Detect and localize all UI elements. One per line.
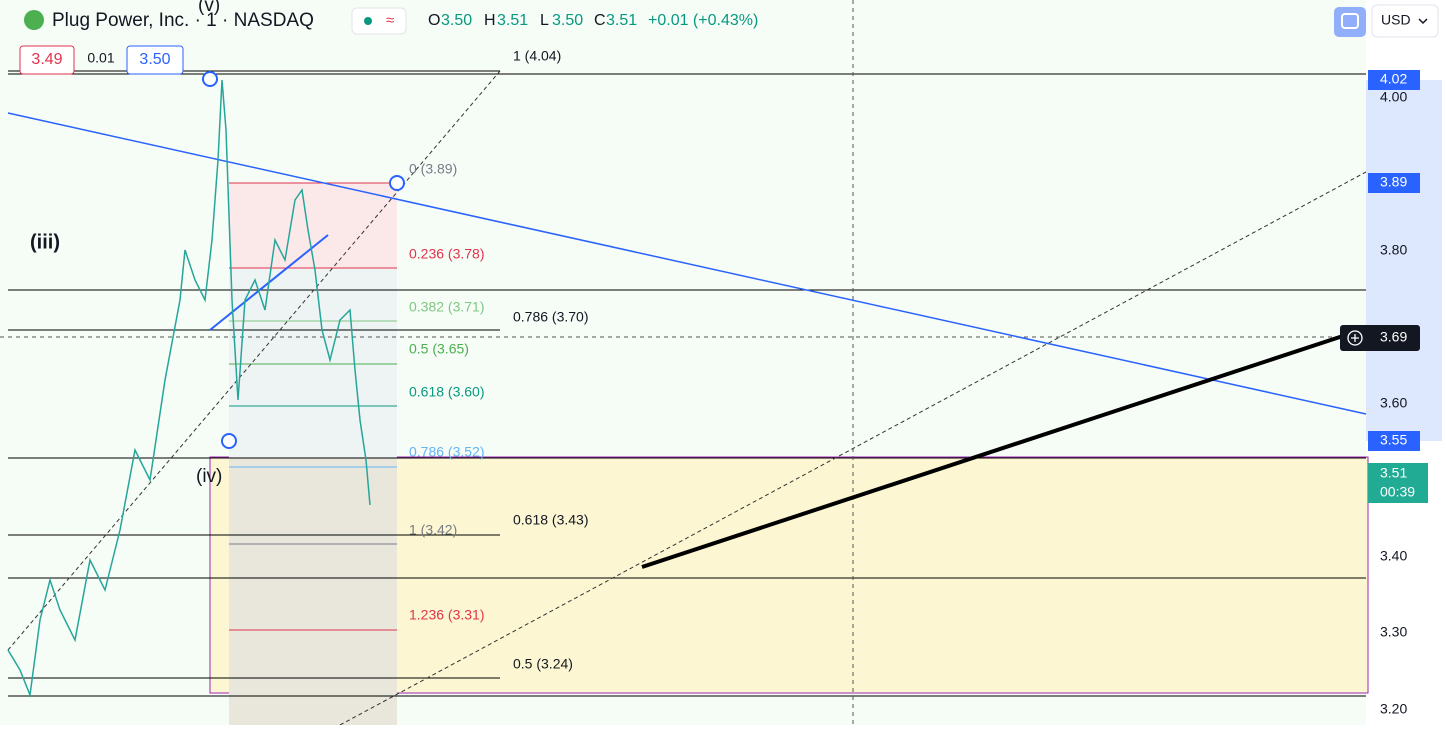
price-tick: 3.30 bbox=[1380, 624, 1407, 640]
plus-icon bbox=[1351, 334, 1359, 342]
projection-line bbox=[641, 331, 1353, 569]
fib-label: 1.236 (3.31) bbox=[409, 607, 485, 623]
wave-label: (iv) bbox=[196, 466, 222, 487]
dashed-trend bbox=[7, 70, 501, 651]
anchor bbox=[202, 71, 218, 87]
ohlc-value: 3.50 bbox=[552, 12, 583, 29]
chevron bbox=[1418, 18, 1428, 25]
badge-text: 3.89 bbox=[1380, 174, 1407, 190]
badge-text: 3.51 bbox=[1380, 465, 1407, 481]
fib-label: 0.618 (3.60) bbox=[409, 384, 485, 400]
fib-label: 0.5 (3.65) bbox=[409, 341, 469, 357]
price-tick: 3.80 bbox=[1380, 242, 1407, 258]
ohlc-value: 3.51 bbox=[606, 12, 637, 29]
price-range-band bbox=[1366, 80, 1442, 441]
ohlc-value: 3.50 bbox=[441, 12, 472, 29]
price-tick: 3.20 bbox=[1380, 701, 1407, 717]
badge-text: 3.55 bbox=[1380, 432, 1407, 448]
currency-select[interactable] bbox=[1371, 4, 1439, 38]
dashed-trend bbox=[339, 171, 1367, 726]
anchor bbox=[389, 175, 405, 191]
extension-label: 0.5 (3.24) bbox=[513, 656, 573, 672]
wave-label: (iii) bbox=[30, 231, 60, 253]
ohlc-value: 3.51 bbox=[497, 12, 528, 29]
crosshair-badge bbox=[1340, 325, 1420, 351]
price-badge bbox=[1368, 173, 1420, 193]
fib-lines bbox=[229, 182, 397, 631]
badge-text: 3.69 bbox=[1380, 329, 1407, 345]
fib-label: 0.786 (3.52) bbox=[409, 444, 485, 460]
fib-label: 0.236 (3.78) bbox=[409, 246, 485, 262]
level-lines bbox=[8, 70, 1366, 697]
screenshot-button[interactable] bbox=[1334, 7, 1366, 37]
price-tick: 3.40 bbox=[1380, 548, 1407, 564]
delay-icon: ≈ bbox=[386, 12, 394, 29]
price-tick: 4.00 bbox=[1380, 89, 1407, 105]
fib-label: 1 (3.42) bbox=[409, 522, 457, 538]
buy-price: 3.50 bbox=[139, 51, 170, 68]
spread: 0.01 bbox=[87, 50, 114, 66]
ohlc-change: +0.01 (+0.43%) bbox=[648, 12, 758, 29]
fib-zone bbox=[229, 268, 397, 458]
fib-zone bbox=[229, 183, 397, 268]
status-pill[interactable] bbox=[351, 7, 407, 35]
ohlc-label: L bbox=[540, 12, 549, 29]
price-tick: 3.60 bbox=[1380, 395, 1407, 411]
fib-zone bbox=[229, 458, 397, 725]
sell-button[interactable] bbox=[19, 45, 75, 75]
extension-label: 0.618 (3.43) bbox=[513, 512, 589, 528]
trend-line bbox=[7, 112, 1367, 415]
ohlc-label: H bbox=[484, 12, 496, 29]
extension-label: 1 (4.04) bbox=[513, 48, 561, 64]
last-price-badge bbox=[1368, 463, 1428, 503]
symbol-title[interactable]: Plug Power, Inc. · 1 · NASDAQ bbox=[52, 10, 314, 31]
market-dot bbox=[364, 17, 372, 25]
buy-button[interactable] bbox=[126, 45, 184, 75]
plus-icon[interactable] bbox=[1347, 330, 1363, 346]
wave-label: (v) bbox=[198, 0, 220, 16]
price-badge bbox=[1368, 70, 1420, 90]
symbol-logo bbox=[24, 10, 44, 30]
price-path bbox=[7, 79, 371, 698]
price-badge bbox=[1368, 431, 1420, 451]
icon bbox=[1341, 13, 1359, 29]
ohlc: O 3.50 H 3.51 L 3.50 C 3.51 +0.01 (+0.43… bbox=[428, 12, 758, 29]
fib-label: 0.382 (3.71) bbox=[409, 299, 485, 315]
ohlc-label: O bbox=[428, 12, 440, 29]
anchor bbox=[221, 433, 237, 449]
badge-text: 4.02 bbox=[1380, 71, 1407, 87]
countdown: 00:39 bbox=[1380, 484, 1415, 500]
ohlc-label: C bbox=[594, 12, 606, 29]
target-zone bbox=[209, 456, 1369, 694]
extension-label: 0.786 (3.70) bbox=[513, 309, 589, 325]
currency: USD bbox=[1381, 12, 1411, 28]
sell-price: 3.49 bbox=[31, 51, 62, 68]
fib-label: 0 (3.89) bbox=[409, 161, 457, 177]
